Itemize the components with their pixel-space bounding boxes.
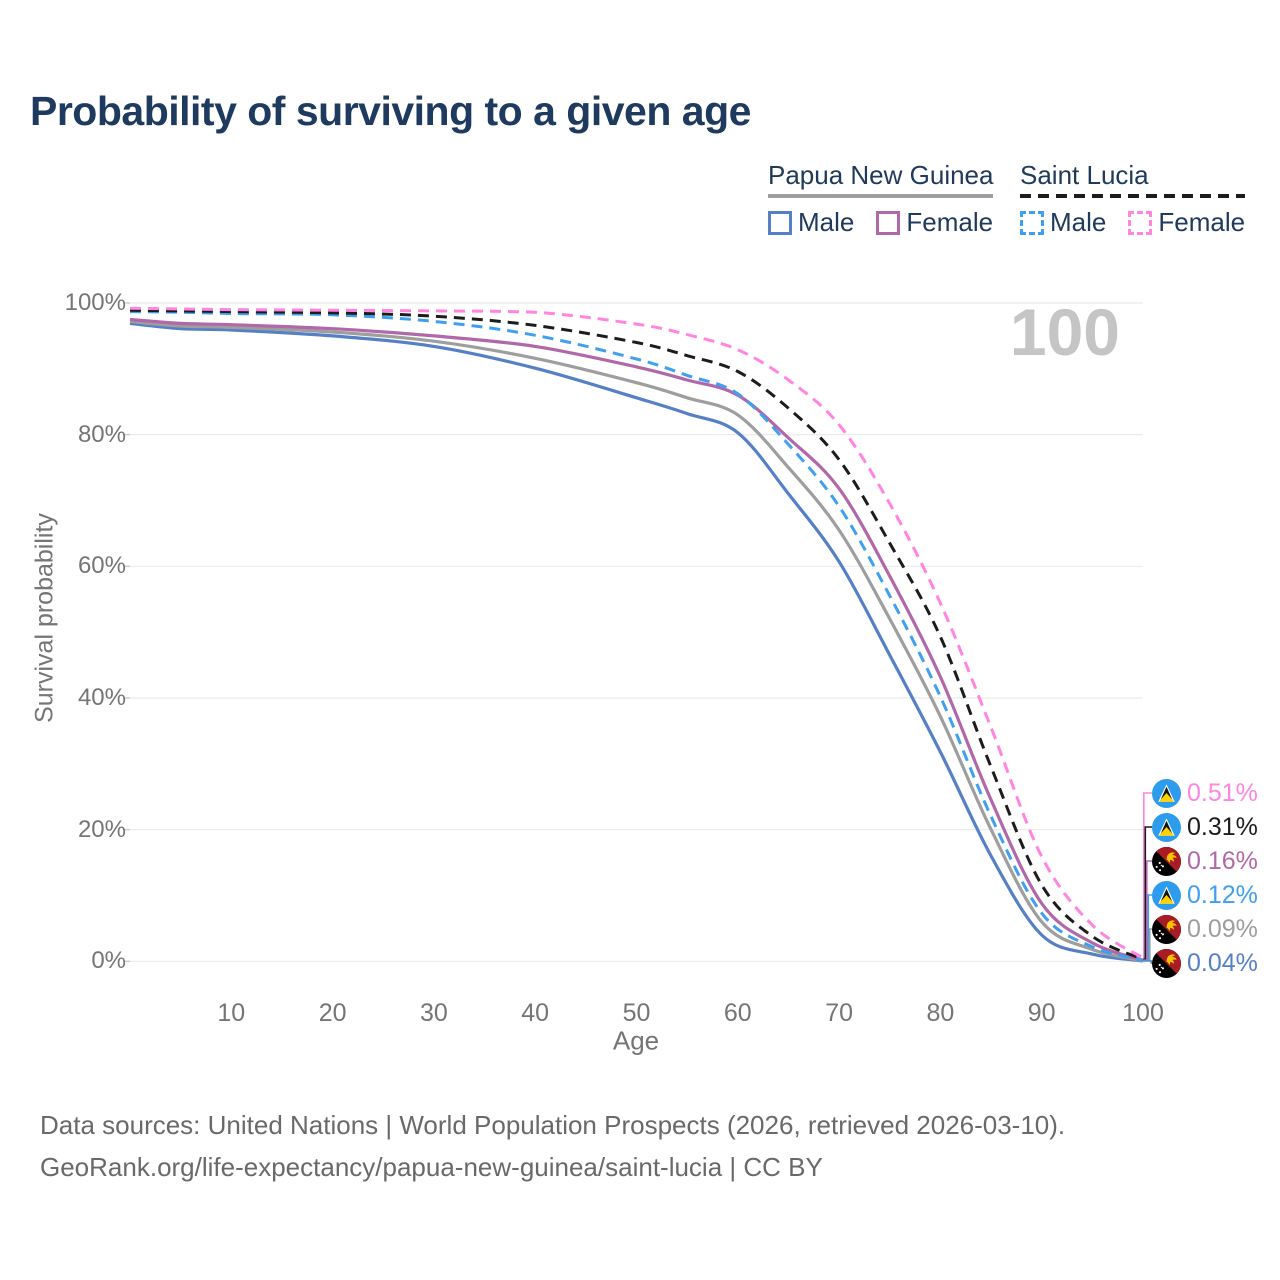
curve-end-labels: 0.51% 0.31% 0.16% 0.12% 0.09% 0.04% [1152, 776, 1258, 980]
x-tick-30: 30 [419, 999, 448, 1027]
curve-png-female [129, 317, 1144, 962]
legend-country-papua-new-guinea[interactable]: Papua New Guinea [768, 160, 994, 190]
end-label-value: 0.04% [1187, 948, 1258, 977]
y-tick-0%: 0% [91, 947, 126, 975]
x-tick-40: 40 [521, 999, 550, 1027]
end-label-connector-sl-both [1143, 826, 1152, 961]
end-label-sl-female: 0.51% [1152, 776, 1258, 810]
x-tick-50: 50 [622, 999, 651, 1027]
curve-png-both [129, 319, 1144, 963]
y-tick-100%: 100% [64, 289, 126, 316]
end-label-value: 0.51% [1187, 778, 1258, 807]
sl-male-swatch-icon [1020, 210, 1044, 235]
saint-lucia-flag-icon [1152, 880, 1181, 910]
y-tick-40%: 40% [77, 683, 126, 711]
end-label-png-male: 0.04% [1152, 946, 1258, 980]
legend-country-saint-lucia[interactable]: Saint Lucia [1020, 160, 1149, 190]
x-tick-100: 100 [1122, 999, 1164, 1027]
end-label-sl-both: 0.31% [1152, 810, 1258, 844]
source-url-line[interactable]: GeoRank.org/life-expectancy/papua-new-gu… [40, 1152, 823, 1182]
papua-new-guinea-flag-icon [1152, 846, 1181, 876]
x-tick-20: 20 [318, 999, 347, 1027]
x-tick-70: 70 [825, 999, 853, 1027]
x-tick-90: 90 [1027, 999, 1056, 1027]
legend-item-png-female[interactable]: Female [876, 207, 993, 238]
saint-lucia-flag-icon [1152, 812, 1181, 842]
end-label-connector-png-male [1143, 960, 1153, 964]
y-tick-80%: 80% [77, 420, 126, 448]
age-indicator-watermark: 100 [1009, 295, 1120, 369]
legend-item-sl-female[interactable]: Female [1128, 207, 1245, 238]
curve-sl-male [129, 310, 1144, 962]
gridlines [123, 302, 1143, 963]
legend-group-saint-lucia: Saint Lucia Male Female [1020, 160, 1246, 238]
y-tick-60%: 60% [77, 552, 126, 580]
end-label-value: 0.09% [1187, 914, 1258, 943]
end-label-png-both: 0.09% [1152, 912, 1258, 946]
sl-female-swatch-icon [1128, 210, 1153, 235]
png-male-swatch-icon [768, 210, 792, 235]
y-tick-20%: 20% [77, 815, 126, 843]
legend-linestyle-dashed-sample [1020, 194, 1246, 198]
legend-linestyle-solid-sample [768, 194, 994, 198]
x-axis-title: Age [612, 1025, 660, 1056]
curve-sl-female [129, 306, 1144, 960]
end-label-png-female: 0.16% [1152, 844, 1258, 878]
end-label-value: 0.12% [1187, 880, 1258, 909]
papua-new-guinea-flag-icon [1152, 948, 1181, 978]
footer-attribution: Data sources: United Nations | World Pop… [40, 1104, 1065, 1188]
x-tick-10: 10 [217, 999, 246, 1027]
end-label-value: 0.16% [1187, 846, 1258, 875]
saint-lucia-flag-icon [1152, 778, 1181, 808]
end-label-connector-sl-female [1143, 792, 1152, 959]
legend-group-papua-new-guinea: Papua New Guinea Male Female [768, 160, 994, 238]
papua-new-guinea-flag-icon [1152, 914, 1181, 944]
x-tick-60: 60 [723, 999, 752, 1027]
curve-sl-both [129, 308, 1144, 961]
png-female-swatch-icon [876, 210, 901, 235]
page-title: Probability of surviving to a given age [30, 88, 751, 134]
legend-item-png-male[interactable]: Male [768, 207, 854, 238]
x-tick-80: 80 [926, 999, 955, 1027]
end-label-sl-male: 0.12% [1152, 878, 1258, 912]
end-label-value: 0.31% [1187, 812, 1258, 841]
curve-png-male [129, 321, 1144, 963]
legend-item-sl-male[interactable]: Male [1020, 207, 1106, 238]
data-sources-line: Data sources: United Nations | World Pop… [40, 1110, 1066, 1140]
